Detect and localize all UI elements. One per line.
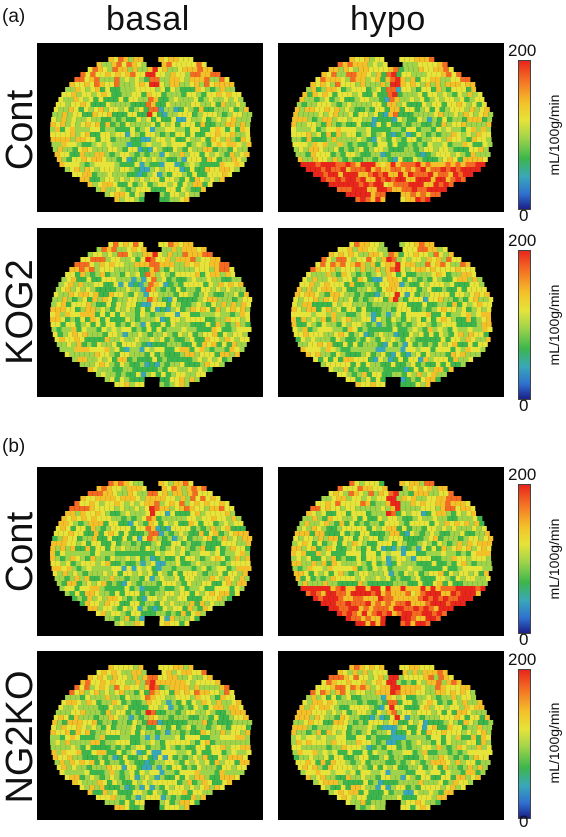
brain-image-a-kog2-hypo bbox=[278, 228, 504, 397]
row-label-cont-a: Cont bbox=[0, 89, 41, 171]
brain-image-b-ng2ko-basal bbox=[37, 651, 263, 820]
row-label-cont-b: Cont bbox=[0, 511, 41, 593]
colorbar-3-min: 0 bbox=[519, 630, 529, 649]
colorbar-1-unit: mL/100g/min bbox=[546, 94, 562, 176]
brain-image-b-cont-hypo bbox=[278, 467, 504, 636]
colorbar-3-unit: mL/100g/min bbox=[546, 518, 562, 600]
column-header-basal: basal bbox=[106, 0, 190, 38]
colorbar-1-max: 200 bbox=[508, 41, 537, 60]
panel-a-label: (a) bbox=[2, 6, 26, 27]
brain-image-b-ng2ko-hypo bbox=[278, 651, 504, 820]
row-label-kog2: KOG2 bbox=[0, 259, 41, 365]
colorbar-1 bbox=[518, 60, 531, 210]
colorbar-2 bbox=[518, 250, 531, 400]
brain-image-a-cont-hypo bbox=[278, 43, 504, 212]
brain-image-b-cont-basal bbox=[37, 467, 263, 636]
colorbar-4-max: 200 bbox=[508, 650, 537, 669]
colorbar-3 bbox=[518, 484, 531, 634]
colorbar-2-min: 0 bbox=[519, 396, 529, 415]
column-header-hypo: hypo bbox=[350, 0, 426, 38]
panel-b-label: (b) bbox=[2, 436, 26, 457]
colorbar-2-max: 200 bbox=[508, 231, 537, 250]
row-label-ng2ko: NG2KO bbox=[0, 670, 41, 804]
brain-image-a-cont-basal bbox=[37, 43, 263, 212]
colorbar-2-unit: mL/100g/min bbox=[546, 284, 562, 366]
colorbar-1-min: 0 bbox=[519, 206, 529, 225]
brain-image-a-kog2-basal bbox=[37, 228, 263, 397]
colorbar-4-min: 0 bbox=[519, 812, 529, 831]
colorbar-3-max: 200 bbox=[508, 465, 537, 484]
colorbar-4-unit: mL/100g/min bbox=[546, 702, 562, 784]
colorbar-4 bbox=[518, 669, 531, 819]
